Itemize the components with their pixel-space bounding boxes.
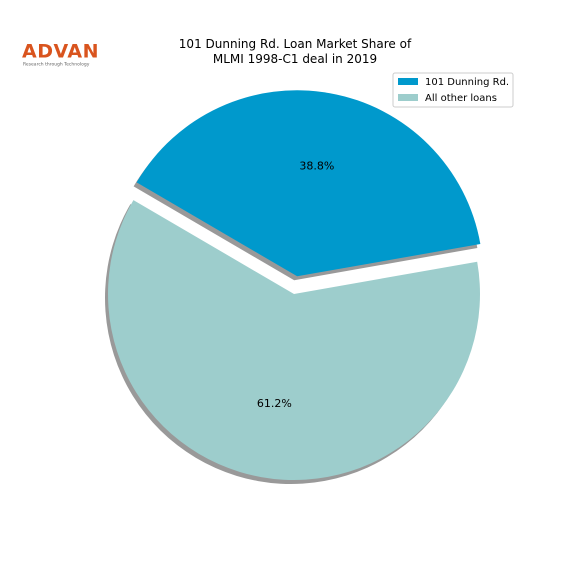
pie-slice: [108, 200, 481, 480]
value-label: 61.2%: [257, 397, 292, 410]
logo-tagline: Research through Technology: [23, 62, 90, 68]
legend: 101 Dunning Rd. All other loans: [392, 72, 514, 108]
legend-swatch: [398, 78, 418, 85]
logo-name: ADVAN: [22, 41, 99, 63]
pie-slice: [136, 90, 481, 277]
legend-frame: [392, 72, 514, 108]
legend-swatch: [398, 94, 418, 101]
chart-title: 101 Dunning Rd. Loan Market Share of MLMI…: [179, 37, 412, 66]
legend-label: All other loans: [425, 93, 497, 104]
value-label: 38.8%: [299, 159, 334, 172]
legend-label: 101 Dunning Rd.: [425, 77, 509, 88]
